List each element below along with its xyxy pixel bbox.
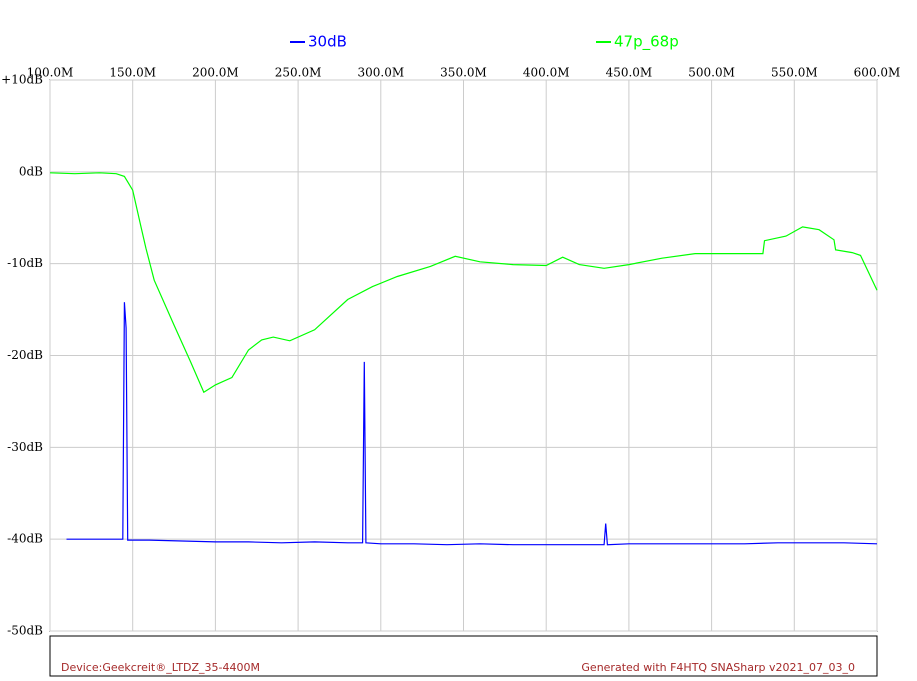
x-tick-label: 250.0M	[275, 66, 322, 80]
y-tick-label: -50dB	[7, 624, 43, 638]
x-tick-label: 550.0M	[771, 66, 818, 80]
x-tick-label: 100.0M	[27, 66, 74, 80]
y-tick-label: 0dB	[19, 164, 43, 178]
x-tick-label: 150.0M	[109, 66, 156, 80]
generator-note: Generated with F4HTQ SNASharp v2021_07_0…	[581, 661, 855, 674]
x-tick-label: 400.0M	[523, 66, 570, 80]
legend-label: 30dB	[308, 33, 347, 51]
x-tick-label: 300.0M	[357, 66, 404, 80]
footer-frame	[49, 635, 878, 677]
device-note: Device:Geekcreit®_LTDZ_35-4400M	[61, 661, 260, 674]
x-tick-label: 600.0M	[854, 66, 901, 80]
series-line	[49, 172, 878, 394]
x-tick-label: 200.0M	[192, 66, 239, 80]
x-tick-label: 350.0M	[440, 66, 487, 80]
y-tick-label: -20dB	[7, 348, 43, 362]
y-tick-label: +10dB	[1, 73, 43, 87]
y-tick-label: -10dB	[7, 256, 43, 270]
legend-label: 47p_68p	[614, 33, 679, 52]
y-tick-label: -40dB	[7, 532, 43, 546]
x-tick-label: 450.0M	[606, 66, 653, 80]
y-tick-label: -30dB	[7, 440, 43, 454]
series-line	[66, 302, 878, 546]
x-tick-label: 500.0M	[688, 66, 735, 80]
